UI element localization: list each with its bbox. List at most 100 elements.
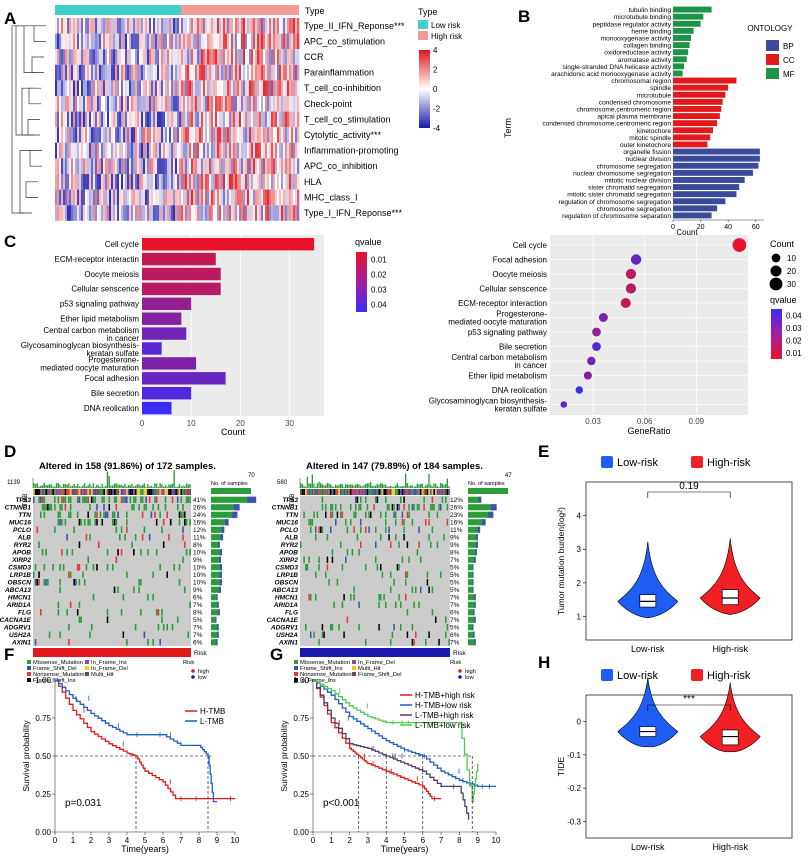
heatmap-cell (229, 64, 232, 81)
heatmap-cell (183, 142, 186, 159)
heatmap-cell (221, 142, 224, 159)
heatmap-cell (85, 158, 88, 174)
oncoplot-mutation (41, 496, 44, 503)
oncoplot-sample-bar-part (478, 496, 482, 503)
heatmap-cell (69, 49, 72, 65)
oncoplot-mutation (415, 586, 417, 593)
heatmap-cell (153, 111, 156, 128)
oncoplot-variant-strip (448, 489, 450, 495)
heatmap-cell (267, 205, 270, 221)
heatmap-cell (173, 33, 176, 50)
oncoplot-tmb-bar (365, 483, 367, 488)
heatmap-row-label: Type_II_IFN_Reponse*** (304, 21, 405, 31)
oncoplot-tmb-bar (350, 484, 352, 488)
oncoplot-mutation (161, 526, 163, 533)
heatmap-cell (289, 18, 292, 34)
heatmap-cell (109, 158, 112, 174)
oncoplot-tmb-bar (43, 483, 45, 488)
heatmap-cell (89, 127, 92, 143)
heatmap-cell (203, 111, 206, 128)
heatmap-cell (107, 33, 110, 50)
heatmap-cell (267, 142, 270, 159)
heatmap-cell (127, 96, 130, 112)
oncoplot-mutation (396, 564, 399, 571)
oncoplot-variant-strip (403, 489, 405, 495)
heatmap-cell (181, 142, 184, 159)
heatmap-cell (159, 18, 162, 34)
oncoplot-mutation (187, 631, 190, 638)
oncoplot-mutation (133, 504, 135, 511)
heatmap-cell (79, 64, 82, 81)
oncoplot-mutation (97, 541, 100, 548)
heatmap-cell (205, 189, 208, 206)
go-term-label: arachidonic acid monooxygenase activity (551, 71, 672, 78)
heatmap-cell (193, 189, 196, 206)
heatmap-cell (57, 80, 60, 96)
heatmap-cell (97, 96, 100, 112)
heatmap-row-label: Parainflammation (304, 68, 374, 78)
oncoplot-variant-strip (131, 489, 134, 495)
heatmap-cell (207, 189, 210, 206)
heatmap-cell (265, 127, 268, 143)
heatmap-cell (121, 205, 124, 221)
heatmap-cell (141, 142, 144, 159)
heatmap-cell (233, 80, 236, 96)
heatmap-cell (185, 111, 188, 128)
kegg-bar-label: DNA reolication (84, 404, 139, 413)
heatmap-cell (141, 111, 144, 128)
go-bar (673, 6, 712, 13)
oncoplot-mutation (330, 511, 332, 518)
oncoplot-tmb-bar (385, 484, 387, 488)
heatmap-dendrogram-branch (25, 181, 38, 198)
heatmap-cell (55, 174, 58, 190)
oncoplot-variant-strip (405, 489, 407, 495)
oncoplot-mutation (166, 511, 169, 518)
heatmap-cell (261, 18, 264, 34)
heatmap-cell (85, 18, 88, 34)
heatmap-cell (85, 127, 88, 143)
oncoplot-variant-strip (155, 489, 158, 495)
oncoplot-sample-bar-part (225, 519, 229, 526)
heatmap-cell (89, 18, 92, 34)
heatmap-cell (211, 111, 214, 128)
oncoplot-variant-strip (368, 489, 370, 495)
oncoplot-variant-strip (64, 489, 67, 495)
heatmap-cell (235, 33, 238, 50)
oncoplot-mutation (45, 504, 47, 511)
oncoplot-mutation (173, 564, 176, 571)
heatmap-cell (235, 64, 238, 81)
heatmap-cell (261, 80, 264, 96)
oncoplot-variant-strip (438, 489, 440, 495)
heatmap-cell (259, 64, 262, 81)
heatmap-cell (57, 96, 60, 112)
heatmap-cell (173, 142, 176, 159)
heatmap-cell (103, 189, 106, 206)
heatmap-cell (67, 80, 70, 96)
heatmap-cell (201, 96, 204, 112)
heatmap-cell (145, 174, 148, 190)
oncoplot-mutation (178, 519, 181, 526)
heatmap-cell (155, 158, 158, 174)
oncoplot-mutation (380, 564, 382, 571)
heatmap-cell (241, 96, 244, 112)
heatmap-cell (149, 205, 152, 221)
oncoplot-variant-strip (383, 489, 385, 495)
heatmap-cell (57, 111, 60, 128)
heatmap-cell (81, 205, 84, 221)
heatmap-cell (61, 142, 64, 159)
oncoplot-mutation (385, 519, 387, 526)
heatmap-cell (123, 111, 126, 128)
heatmap-cell (273, 64, 276, 81)
oncoplot-sample-bar (468, 519, 486, 526)
go-bar (673, 148, 760, 155)
kegg-dot-label: Ether lipid metabolism (468, 372, 547, 381)
heatmap-cell (295, 64, 298, 81)
heatmap-cell (203, 205, 206, 221)
oncoplot-mutation (431, 586, 434, 593)
oncoplot-percent: 8% (193, 542, 203, 549)
km-y-label: Survival probability (279, 720, 289, 792)
heatmap-cell (153, 142, 156, 159)
oncoplot-gene-label: PCLO (13, 527, 31, 534)
heatmap-cell (255, 33, 258, 50)
oncoplot-mutation (383, 594, 385, 601)
